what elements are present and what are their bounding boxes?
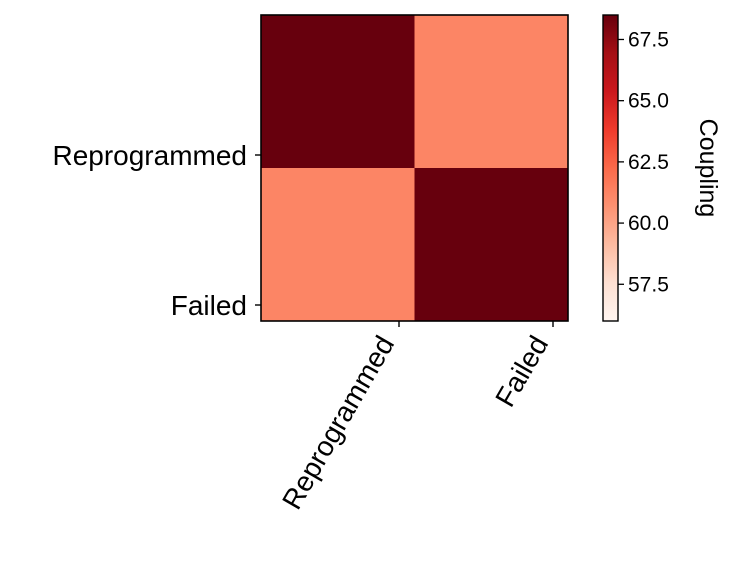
- colorbar: [602, 14, 619, 322]
- colorbar-tick-label: 57.5: [628, 273, 669, 296]
- heatmap-cell: [261, 15, 415, 169]
- heatmap-cell: [414, 168, 569, 322]
- plot-frame: [260, 14, 569, 322]
- colorbar-tick-label: 65.0: [628, 90, 669, 113]
- y-axis: Reprogrammed Failed: [52, 140, 261, 321]
- colorbar-ticks: 57.5 60.0 62.5 65.0 67.5: [618, 28, 669, 296]
- colorbar-label: Coupling: [694, 119, 722, 218]
- y-tick-label: Reprogrammed: [52, 140, 247, 171]
- heatmap-cell: [414, 15, 569, 169]
- heatmap-cells: [261, 15, 569, 322]
- x-axis: Reprogrammed Failed: [276, 321, 554, 514]
- heatmap-cell: [261, 168, 415, 322]
- x-tick-label: Reprogrammed: [276, 331, 400, 515]
- colorbar-tick-label: 67.5: [628, 28, 669, 51]
- colorbar-tick-label: 60.0: [628, 212, 669, 235]
- x-tick-label: Failed: [489, 331, 554, 413]
- y-tick-label: Failed: [171, 290, 247, 321]
- colorbar-tick-label: 62.5: [628, 151, 669, 174]
